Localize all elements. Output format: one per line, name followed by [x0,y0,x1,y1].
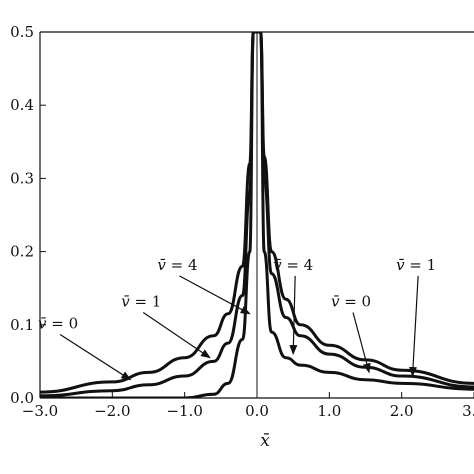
x-axis-title: x̄ [260,431,270,451]
series-line-0 [40,32,474,398]
annotation-arrow [289,275,298,356]
x-tick-label: −2.0 [94,402,130,420]
annotation-label: v̄ = 0 [331,293,371,311]
y-tick-label: 0.1 [10,316,34,334]
annotation-arrow [352,312,371,374]
x-tick-label: −3.0 [22,402,58,420]
y-tick-label: 0.2 [10,243,34,261]
x-tick-label: 1.0 [317,402,341,420]
annotation-label: v̄ = 0 [38,314,78,332]
annotation-label: v̄ = 1 [396,256,436,274]
annotation-label: v̄ = 1 [121,293,161,311]
series-line-1 [40,32,474,398]
annotation-arrow [142,312,211,359]
series-line-2 [40,32,474,394]
annotation-arrow [179,275,251,315]
x-tick-label: 3.0 [462,402,474,420]
axes: 0.0 0.1 0.2 0.3 0.4 0.5 −3.0 −2.0 −1.0 0.0 1.0 2.0 3… [10,23,474,420]
y-tick-label: 0.5 [10,23,34,41]
annotation-arrow [409,275,419,378]
y-tick-label: 0.3 [10,169,34,187]
y-tick-label: 0.4 [10,96,34,114]
x-tick-label: −1.0 [166,402,202,420]
annotation-arrow [59,333,132,381]
annotation-label: v̄ = 4 [273,256,313,274]
annotation-label: v̄ = 4 [157,256,197,274]
x-tick-label: 2.0 [390,402,414,420]
y-tick-label: 0.0 [10,389,34,407]
curves [40,32,474,398]
annotations: v̄ = 0 v̄ = 1 v̄ = 4 v̄ = 4 v̄ = 0 v̄ = 1 [38,256,436,381]
x-tick-label: 0.0 [245,402,269,420]
